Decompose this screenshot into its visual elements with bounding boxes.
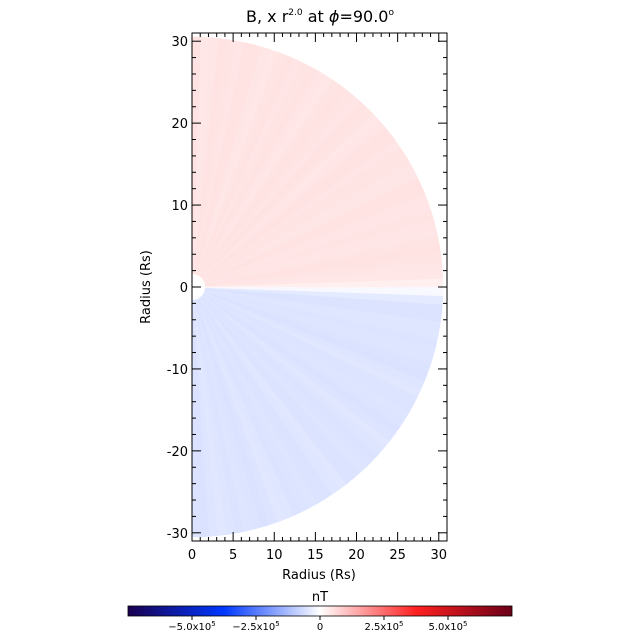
colorbar-label: nT — [312, 590, 328, 605]
x-tick-label: 15 — [307, 548, 324, 563]
field-map — [192, 36, 444, 538]
colorbar-tick-label: 5.0x105 — [428, 620, 467, 633]
x-axis-title: Radius (Rs) — [282, 568, 356, 583]
x-tick-label: 5 — [229, 548, 237, 563]
colorbar-tick-label: 0 — [317, 622, 323, 633]
x-tick-label: 0 — [188, 548, 196, 563]
chart-title: B, x r2.0 at ϕ=90.0o — [246, 7, 394, 26]
y-tick-label: -10 — [167, 363, 188, 378]
title-phi-symbol: ϕ — [329, 7, 340, 26]
x-tick-label: 25 — [389, 548, 406, 563]
y-tick-label: -30 — [167, 527, 188, 542]
title-phi-value: =90.0 — [339, 7, 388, 26]
y-tick-label: 0 — [180, 281, 188, 296]
colorbar-tick-label: −5.0x105 — [168, 620, 215, 633]
title-suffix: , x r — [257, 7, 289, 26]
colorbar-tick-label: 2.5x105 — [364, 620, 403, 633]
y-tick-label: 30 — [171, 35, 188, 50]
title-middle: at — [303, 7, 329, 26]
y-tick-label: 20 — [171, 117, 188, 132]
title-prefix: B — [246, 7, 257, 26]
colorbar — [127, 605, 513, 617]
title-degree: o — [388, 8, 394, 18]
axis-ticks: 0 5 10 15 20 25 30 -30 -20 -10 0 10 20 30 — [167, 33, 448, 563]
y-tick-label: -20 — [167, 445, 188, 460]
y-axis-title: Radius (Rs) — [139, 250, 154, 324]
title-exponent: 2.0 — [288, 8, 303, 18]
y-tick-label: 10 — [171, 199, 188, 214]
x-tick-label: 10 — [266, 548, 283, 563]
colorbar-ticks: −5.0x105 −2.5x105 0 2.5x105 5.0x105 — [168, 616, 468, 633]
x-tick-label: 30 — [431, 548, 448, 563]
x-tick-label: 20 — [348, 548, 365, 563]
colorbar-tick-label: −2.5x105 — [232, 620, 279, 633]
